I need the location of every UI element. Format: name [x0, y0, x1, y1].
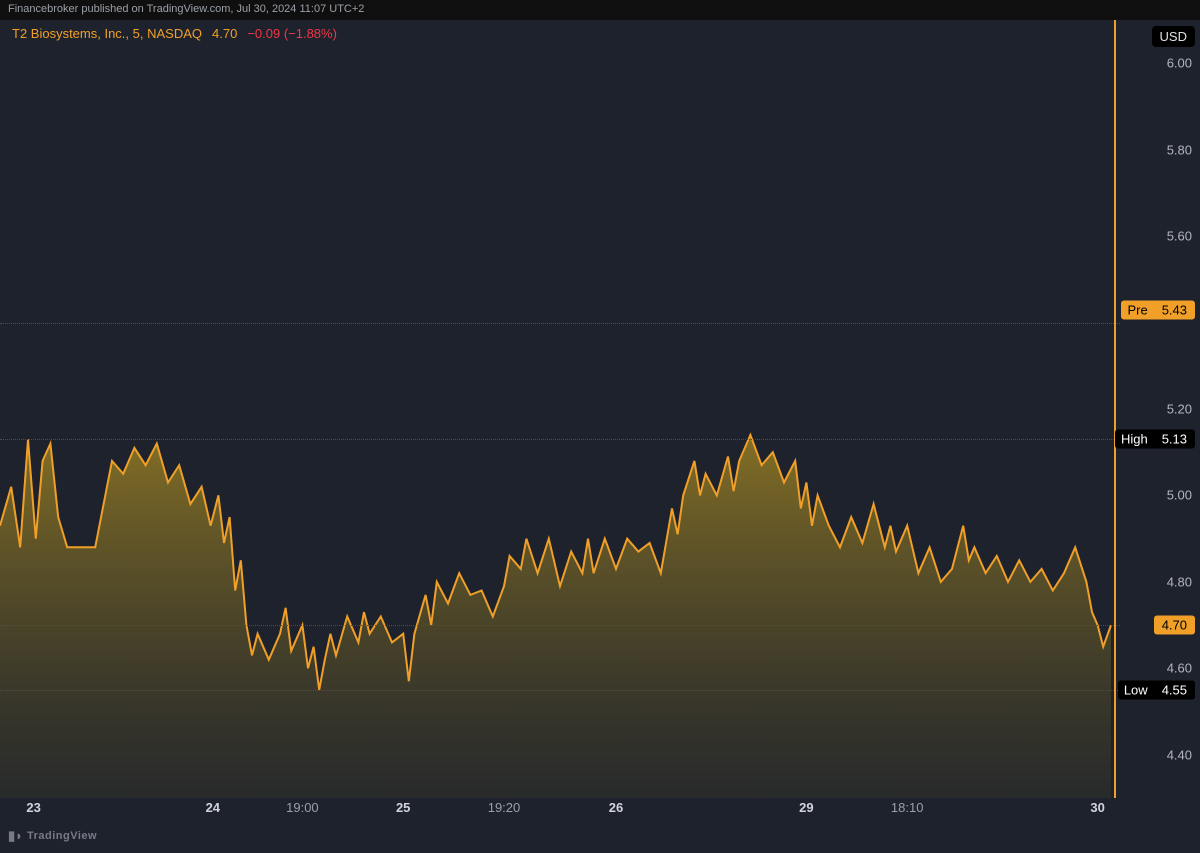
hline — [0, 625, 1120, 626]
time-cursor — [1114, 20, 1116, 798]
badge-value: 5.13 — [1154, 430, 1195, 449]
x-axis[interactable]: 23 24 19:00 25 19:20 26 29 18:10 30 — [0, 798, 1120, 818]
badge-value: 4.70 — [1154, 616, 1195, 635]
y-tick: 6.00 — [1167, 56, 1192, 71]
footer: ▮◗ TradingView — [0, 818, 1200, 853]
chart-legend: T2 Biosystems, Inc., 5, NASDAQ 4.70 −0.0… — [12, 26, 337, 41]
badge-label: High — [1115, 430, 1154, 449]
symbol-name[interactable]: T2 Biosystems, Inc., 5, NASDAQ — [12, 26, 202, 41]
x-tick: 24 — [206, 800, 220, 815]
hline — [0, 439, 1120, 440]
y-tick: 5.20 — [1167, 402, 1192, 417]
last-price: 4.70 — [212, 26, 237, 41]
y-tick: 5.80 — [1167, 142, 1192, 157]
chart-plot[interactable]: T2 Biosystems, Inc., 5, NASDAQ 4.70 −0.0… — [0, 20, 1120, 798]
x-tick: 23 — [26, 800, 40, 815]
y-tick: 5.60 — [1167, 229, 1192, 244]
y-tick: 5.00 — [1167, 488, 1192, 503]
badge-value: 5.43 — [1154, 300, 1195, 319]
x-tick: 25 — [396, 800, 410, 815]
hline — [0, 323, 1120, 324]
tradingview-logo-text: TradingView — [27, 830, 97, 842]
y-tick: 4.60 — [1167, 661, 1192, 676]
hline — [0, 690, 1120, 691]
y-tick: 4.80 — [1167, 574, 1192, 589]
badge-label: Pre — [1121, 300, 1153, 319]
area-fill — [0, 435, 1111, 798]
y-tick: 4.40 — [1167, 747, 1192, 762]
x-tick: 26 — [609, 800, 623, 815]
price-badge: High5.13 — [1115, 430, 1195, 449]
x-tick: 19:20 — [488, 800, 521, 815]
price-change: −0.09 (−1.88%) — [247, 26, 337, 41]
tradingview-logo-icon: ▮◗ — [8, 828, 23, 844]
badge-label: Low — [1118, 680, 1154, 699]
badge-value: 4.55 — [1154, 680, 1195, 699]
x-tick: 30 — [1090, 800, 1104, 815]
y-axis[interactable]: USD 6.00 5.80 5.60 5.20 5.00 4.80 4.60 4.40 Pre… — [1120, 20, 1200, 798]
x-tick: 19:00 — [286, 800, 319, 815]
price-badge: 4.70 — [1154, 616, 1195, 635]
x-tick: 29 — [799, 800, 813, 815]
publish-info: Financebroker published on TradingView.c… — [0, 0, 1200, 20]
price-badge: Pre5.43 — [1121, 300, 1195, 319]
x-tick: 18:10 — [891, 800, 924, 815]
currency-badge: USD — [1152, 26, 1195, 47]
price-badge: Low4.55 — [1118, 680, 1195, 699]
